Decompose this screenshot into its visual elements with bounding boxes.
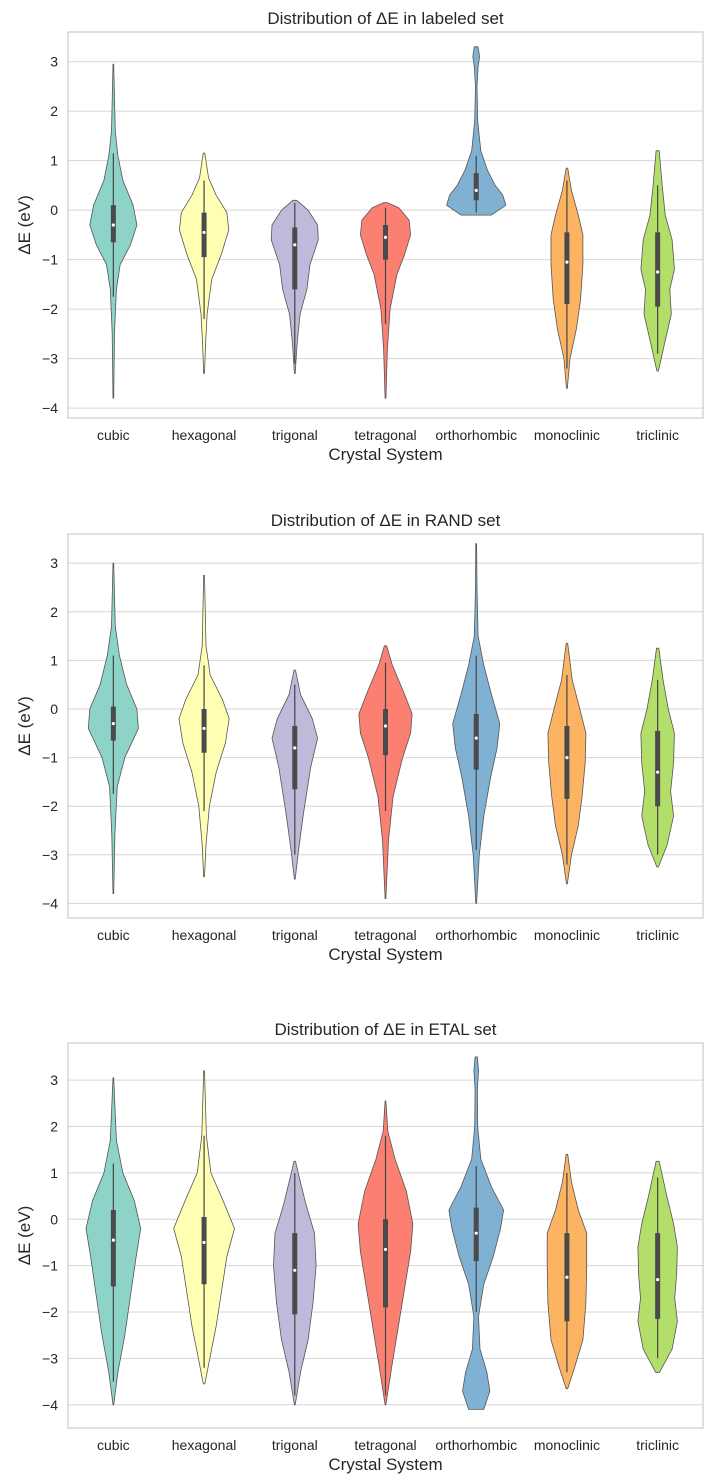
x-tick-label: triclinic [636, 1437, 679, 1453]
violin-median [383, 724, 388, 728]
y-axis-label: ΔE (eV) [15, 1206, 34, 1266]
y-tick-label: 0 [50, 202, 58, 218]
y-tick-label: −3 [42, 351, 58, 367]
x-tick-label: tetragonal [354, 427, 416, 443]
plot-frame [67, 31, 704, 419]
x-tick-label: hexagonal [172, 427, 237, 443]
x-tick-label: triclinic [636, 427, 679, 443]
y-tick-label: 0 [50, 1211, 58, 1227]
y-tick-label: 2 [50, 1118, 58, 1134]
x-tick-label: monoclinic [534, 927, 600, 943]
y-tick-label: 2 [50, 604, 58, 620]
x-tick-label: orthorhombic [435, 927, 517, 943]
y-tick-label: 3 [50, 54, 58, 70]
chart-title: Distribution of ΔE in RAND set [271, 511, 501, 530]
chart-panel-2: −4 −3 −2 −1 0 1 2 3 cubic hexagonal trigonal tetrag… [15, 511, 704, 964]
x-tick-label: monoclinic [534, 1437, 600, 1453]
x-tick-label: cubic [97, 427, 130, 443]
y-tick-label: 1 [50, 1165, 58, 1181]
y-tick-label: −1 [42, 1258, 58, 1274]
x-tick-label: cubic [97, 1437, 130, 1453]
y-tick-label: 3 [50, 1072, 58, 1088]
violin-median [474, 1231, 478, 1235]
violin-median [656, 1277, 660, 1282]
chart-panel-3: −4 −3 −2 −1 0 1 2 3 cubic hexagonal trigonal tetrag… [15, 1020, 704, 1474]
x-tick-label: trigonal [272, 927, 318, 943]
violin-median [565, 1275, 569, 1279]
chart-panel-1: −4 −3 −2 −1 0 1 2 3 cubic hexagonal trigonal tetrag… [15, 9, 704, 464]
violin-median [565, 260, 569, 264]
x-axis-label: Crystal System [328, 945, 442, 964]
y-tick-label: 3 [50, 555, 58, 571]
y-tick-label: −1 [42, 252, 58, 268]
y-axis-label: ΔE (eV) [15, 195, 34, 255]
plot-frame [67, 533, 704, 919]
violin-median [202, 230, 206, 235]
y-tick-label: 1 [50, 153, 58, 169]
violin-median [202, 726, 206, 731]
violin-median [293, 1268, 297, 1272]
violin-median [111, 223, 115, 227]
x-tick-label: orthorhombic [435, 1437, 517, 1453]
x-tick-label: cubic [97, 927, 130, 943]
x-tick-label: triclinic [636, 927, 679, 943]
violin-orthorhombic [446, 46, 507, 216]
x-tick-label: hexagonal [172, 927, 237, 943]
violin-median [656, 270, 660, 274]
y-tick-label: −2 [42, 798, 58, 814]
violin-median [293, 746, 297, 750]
y-axis-label: ΔE (eV) [15, 696, 34, 756]
chart-title: Distribution of ΔE in ETAL set [274, 1020, 496, 1039]
violin-median [111, 721, 115, 726]
violin-median [111, 1238, 115, 1242]
x-tick-label: trigonal [272, 427, 318, 443]
y-tick-label: −4 [42, 400, 58, 416]
violin-median [565, 755, 569, 760]
y-tick-label: −4 [42, 1397, 58, 1413]
x-tick-label: hexagonal [172, 1437, 237, 1453]
y-tick-label: 0 [50, 701, 58, 717]
violin-median [656, 770, 660, 774]
violin-median [293, 243, 297, 247]
x-tick-label: monoclinic [534, 427, 600, 443]
violin-median [474, 188, 478, 192]
y-tick-label: 2 [50, 103, 58, 119]
x-axis-label: Crystal System [328, 1455, 442, 1474]
y-tick-label: −1 [42, 750, 58, 766]
x-tick-label: tetragonal [354, 1437, 416, 1453]
violin-median [202, 1240, 206, 1245]
violin-median [474, 736, 478, 740]
x-tick-label: trigonal [272, 1437, 318, 1453]
y-tick-label: −2 [42, 301, 58, 317]
chart-title: Distribution of ΔE in labeled set [267, 9, 504, 28]
x-tick-label: orthorhombic [435, 427, 517, 443]
x-axis-label: Crystal System [328, 445, 442, 464]
y-tick-label: −4 [42, 895, 58, 911]
y-tick-label: 1 [50, 652, 58, 668]
y-tick-label: −2 [42, 1304, 58, 1320]
y-tick-label: −3 [42, 1350, 58, 1366]
violin-median [383, 235, 388, 239]
x-tick-label: tetragonal [354, 927, 416, 943]
y-tick-label: −3 [42, 847, 58, 863]
plot-frame [67, 1042, 704, 1429]
violin-median [383, 1247, 388, 1252]
